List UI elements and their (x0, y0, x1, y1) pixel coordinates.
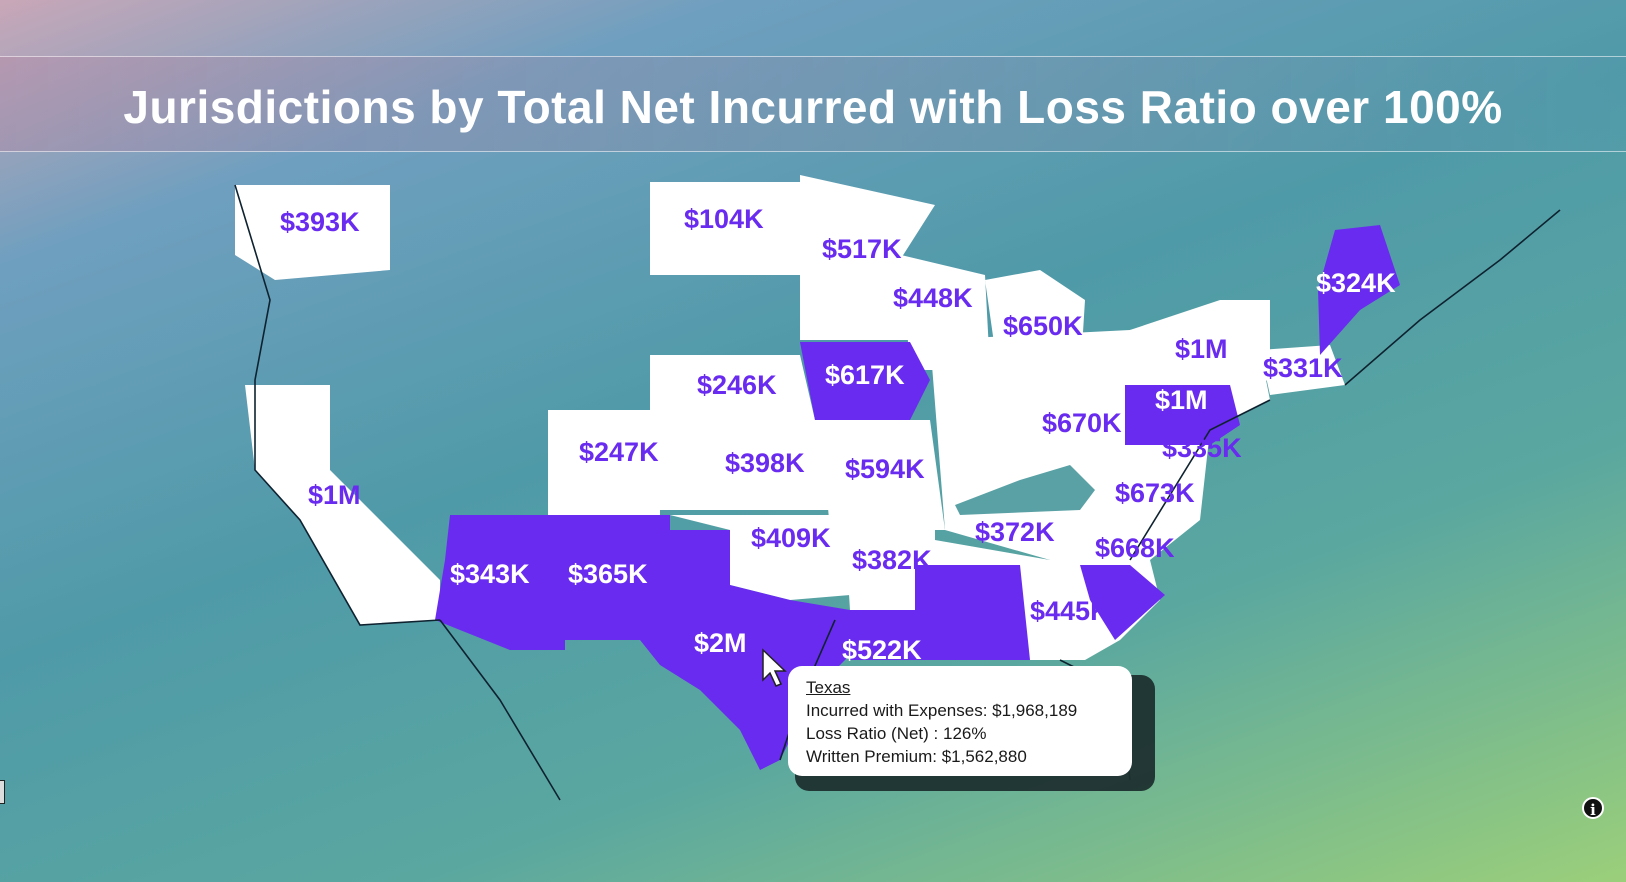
label-me: $324K (1316, 268, 1396, 298)
state-ar[interactable] (845, 530, 935, 610)
label-nm: $365K (568, 559, 648, 589)
label-ok: $409K (751, 523, 831, 553)
label-mi: $650K (1003, 311, 1083, 341)
label-pa: $1M (1155, 385, 1208, 415)
state-mo[interactable] (820, 420, 945, 530)
state-labels: $393K $104K $517K $448K $650K $324K $1M … (280, 204, 1396, 665)
state-ks[interactable] (660, 420, 830, 510)
label-ar: $382K (852, 545, 932, 575)
tooltip-loss-ratio: Loss Ratio (Net) : 126% (806, 724, 987, 743)
state-wa[interactable] (235, 185, 390, 280)
label-ia: $617K (825, 360, 905, 390)
label-wa: $393K (280, 207, 360, 237)
label-mn: $517K (822, 234, 902, 264)
resize-handle[interactable] (0, 780, 5, 804)
label-wi: $448K (893, 283, 973, 313)
tooltip: Texas Incurred with Expenses: $1,968,189… (788, 666, 1132, 776)
label-nc: $668K (1095, 533, 1175, 563)
state-ne[interactable] (650, 355, 815, 420)
state-mn[interactable] (800, 175, 935, 340)
state-la[interactable] (850, 565, 1030, 660)
label-az: $343K (450, 559, 530, 589)
state-sc[interactable] (1080, 565, 1165, 640)
state-ia[interactable] (800, 342, 930, 420)
label-va: $673K (1115, 478, 1195, 508)
label-ne: $246K (697, 370, 777, 400)
label-co: $247K (579, 437, 659, 467)
state-ca[interactable] (245, 385, 440, 625)
info-icon[interactable]: i (1582, 797, 1604, 819)
state-az[interactable] (435, 515, 565, 650)
label-la: $522K (842, 635, 922, 665)
state-ok[interactable] (670, 515, 850, 600)
tooltip-state: Texas (806, 678, 851, 697)
label-mo: $594K (845, 454, 925, 484)
state-ny[interactable] (1130, 300, 1270, 390)
state-co[interactable] (548, 410, 660, 515)
label-oh: $670K (1042, 408, 1122, 438)
tooltip-incurred: Incurred with Expenses: $1,968,189 (806, 701, 1078, 720)
cursor-icon (762, 648, 787, 687)
page-title: Jurisdictions by Total Net Incurred with… (123, 81, 1503, 133)
state-ky[interactable] (955, 465, 1095, 515)
label-ga: $445K (1030, 596, 1110, 626)
state-nd[interactable] (650, 182, 830, 275)
label-ky: $372K (975, 517, 1055, 547)
label-md: $335K (1162, 433, 1242, 463)
title-band (0, 56, 1626, 152)
tooltip-premium: Written Premium: $1,562,880 (806, 747, 1027, 766)
label-tx: $2M (694, 628, 747, 658)
label-ca: $1M (308, 480, 361, 510)
state-ma[interactable] (1260, 345, 1345, 395)
label-ny: $1M (1175, 334, 1228, 364)
label-nd: $104K (684, 204, 764, 234)
label-ma: $331K (1263, 353, 1343, 383)
state-nm[interactable] (565, 515, 700, 640)
state-me[interactable] (1318, 225, 1400, 355)
label-ks: $398K (725, 448, 805, 478)
